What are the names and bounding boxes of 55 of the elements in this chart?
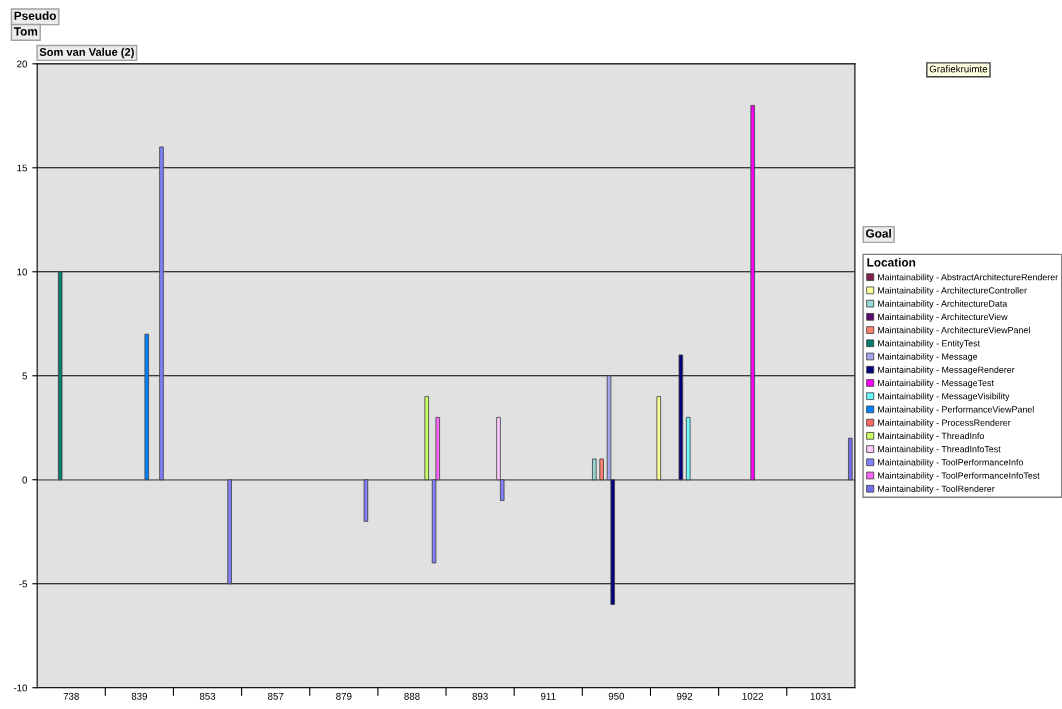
bar — [159, 146, 164, 481]
legend-label: Maintainability - ToolPerformanceInfoTest — [878, 472, 1040, 481]
y-tick-label: -10 — [13, 684, 28, 692]
bar — [592, 458, 597, 481]
legend-label: Maintainability - ArchitectureViewPanel — [878, 326, 1030, 335]
legend-label: Maintainability - MessageVisibility — [878, 392, 1010, 402]
x-tick-label: 839 — [131, 692, 148, 700]
y-tick-label: 15 — [17, 164, 28, 172]
y-axis-title: Som van Value (2) — [39, 47, 134, 59]
legend-label: Maintainability - Message — [878, 353, 978, 362]
legend-label: Maintainability - MessageTest — [878, 379, 994, 388]
bar — [685, 416, 691, 481]
x-tick-label: 857 — [267, 692, 284, 700]
bar — [599, 458, 604, 481]
x-tick-label: 992 — [676, 692, 693, 700]
legend-label: Maintainability - AbstractArchitectureRenderer — [878, 273, 1058, 283]
legend-label: Maintainability - PerformanceViewPanel — [878, 406, 1034, 415]
x-tick-label: 879 — [336, 692, 352, 700]
y-tick-label: 0 — [22, 476, 28, 484]
y-tick-label: 5 — [22, 372, 28, 380]
bar — [424, 396, 429, 481]
legend-label: Maintainability - ToolRenderer — [878, 485, 995, 494]
x-tick-label: 893 — [472, 692, 488, 700]
legend-label: Maintainability - MessageRenderer — [878, 366, 1015, 375]
legend-label: Maintainability - ThreadInfo — [878, 432, 984, 441]
bar — [144, 333, 150, 481]
legend-label: Maintainability - ArchitectureView — [878, 313, 1008, 322]
legend-label: Maintainability - ThreadInfoTest — [878, 445, 1001, 454]
bar — [57, 271, 63, 481]
legend-label: Maintainability - ProcessRenderer — [878, 419, 1011, 428]
legend-label: Maintainability - ArchitectureController — [878, 287, 1027, 296]
bar — [227, 479, 232, 585]
x-tick-label: 1031 — [810, 692, 832, 700]
legend-label: Maintainability - ToolPerformanceInfo — [878, 458, 1024, 468]
legend-label: Maintainability - EntityTest — [878, 339, 980, 349]
x-tick-label: 738 — [63, 692, 79, 700]
bar — [678, 354, 684, 481]
y-tick-label: 10 — [17, 268, 28, 276]
text: Tom — [13, 27, 38, 36]
x-tick-label: 853 — [199, 692, 216, 700]
text: Grafiekruimte — [929, 65, 988, 73]
bar — [656, 396, 662, 481]
text: Goal — [866, 228, 891, 238]
text: Pseudo — [14, 11, 56, 20]
bar — [363, 479, 369, 522]
x-tick-label: 1022 — [742, 692, 764, 700]
bar — [848, 437, 853, 481]
x-tick-label: 950 — [608, 692, 625, 700]
y-tick-label: -5 — [19, 580, 28, 588]
x-tick-label: 911 — [540, 692, 556, 700]
bar — [750, 104, 755, 481]
legend-title: Location — [867, 257, 916, 267]
y-tick-label: 20 — [17, 60, 28, 68]
legend-label: Maintainability - ArchitectureData — [878, 300, 1008, 309]
x-tick-label: 888 — [404, 692, 420, 700]
